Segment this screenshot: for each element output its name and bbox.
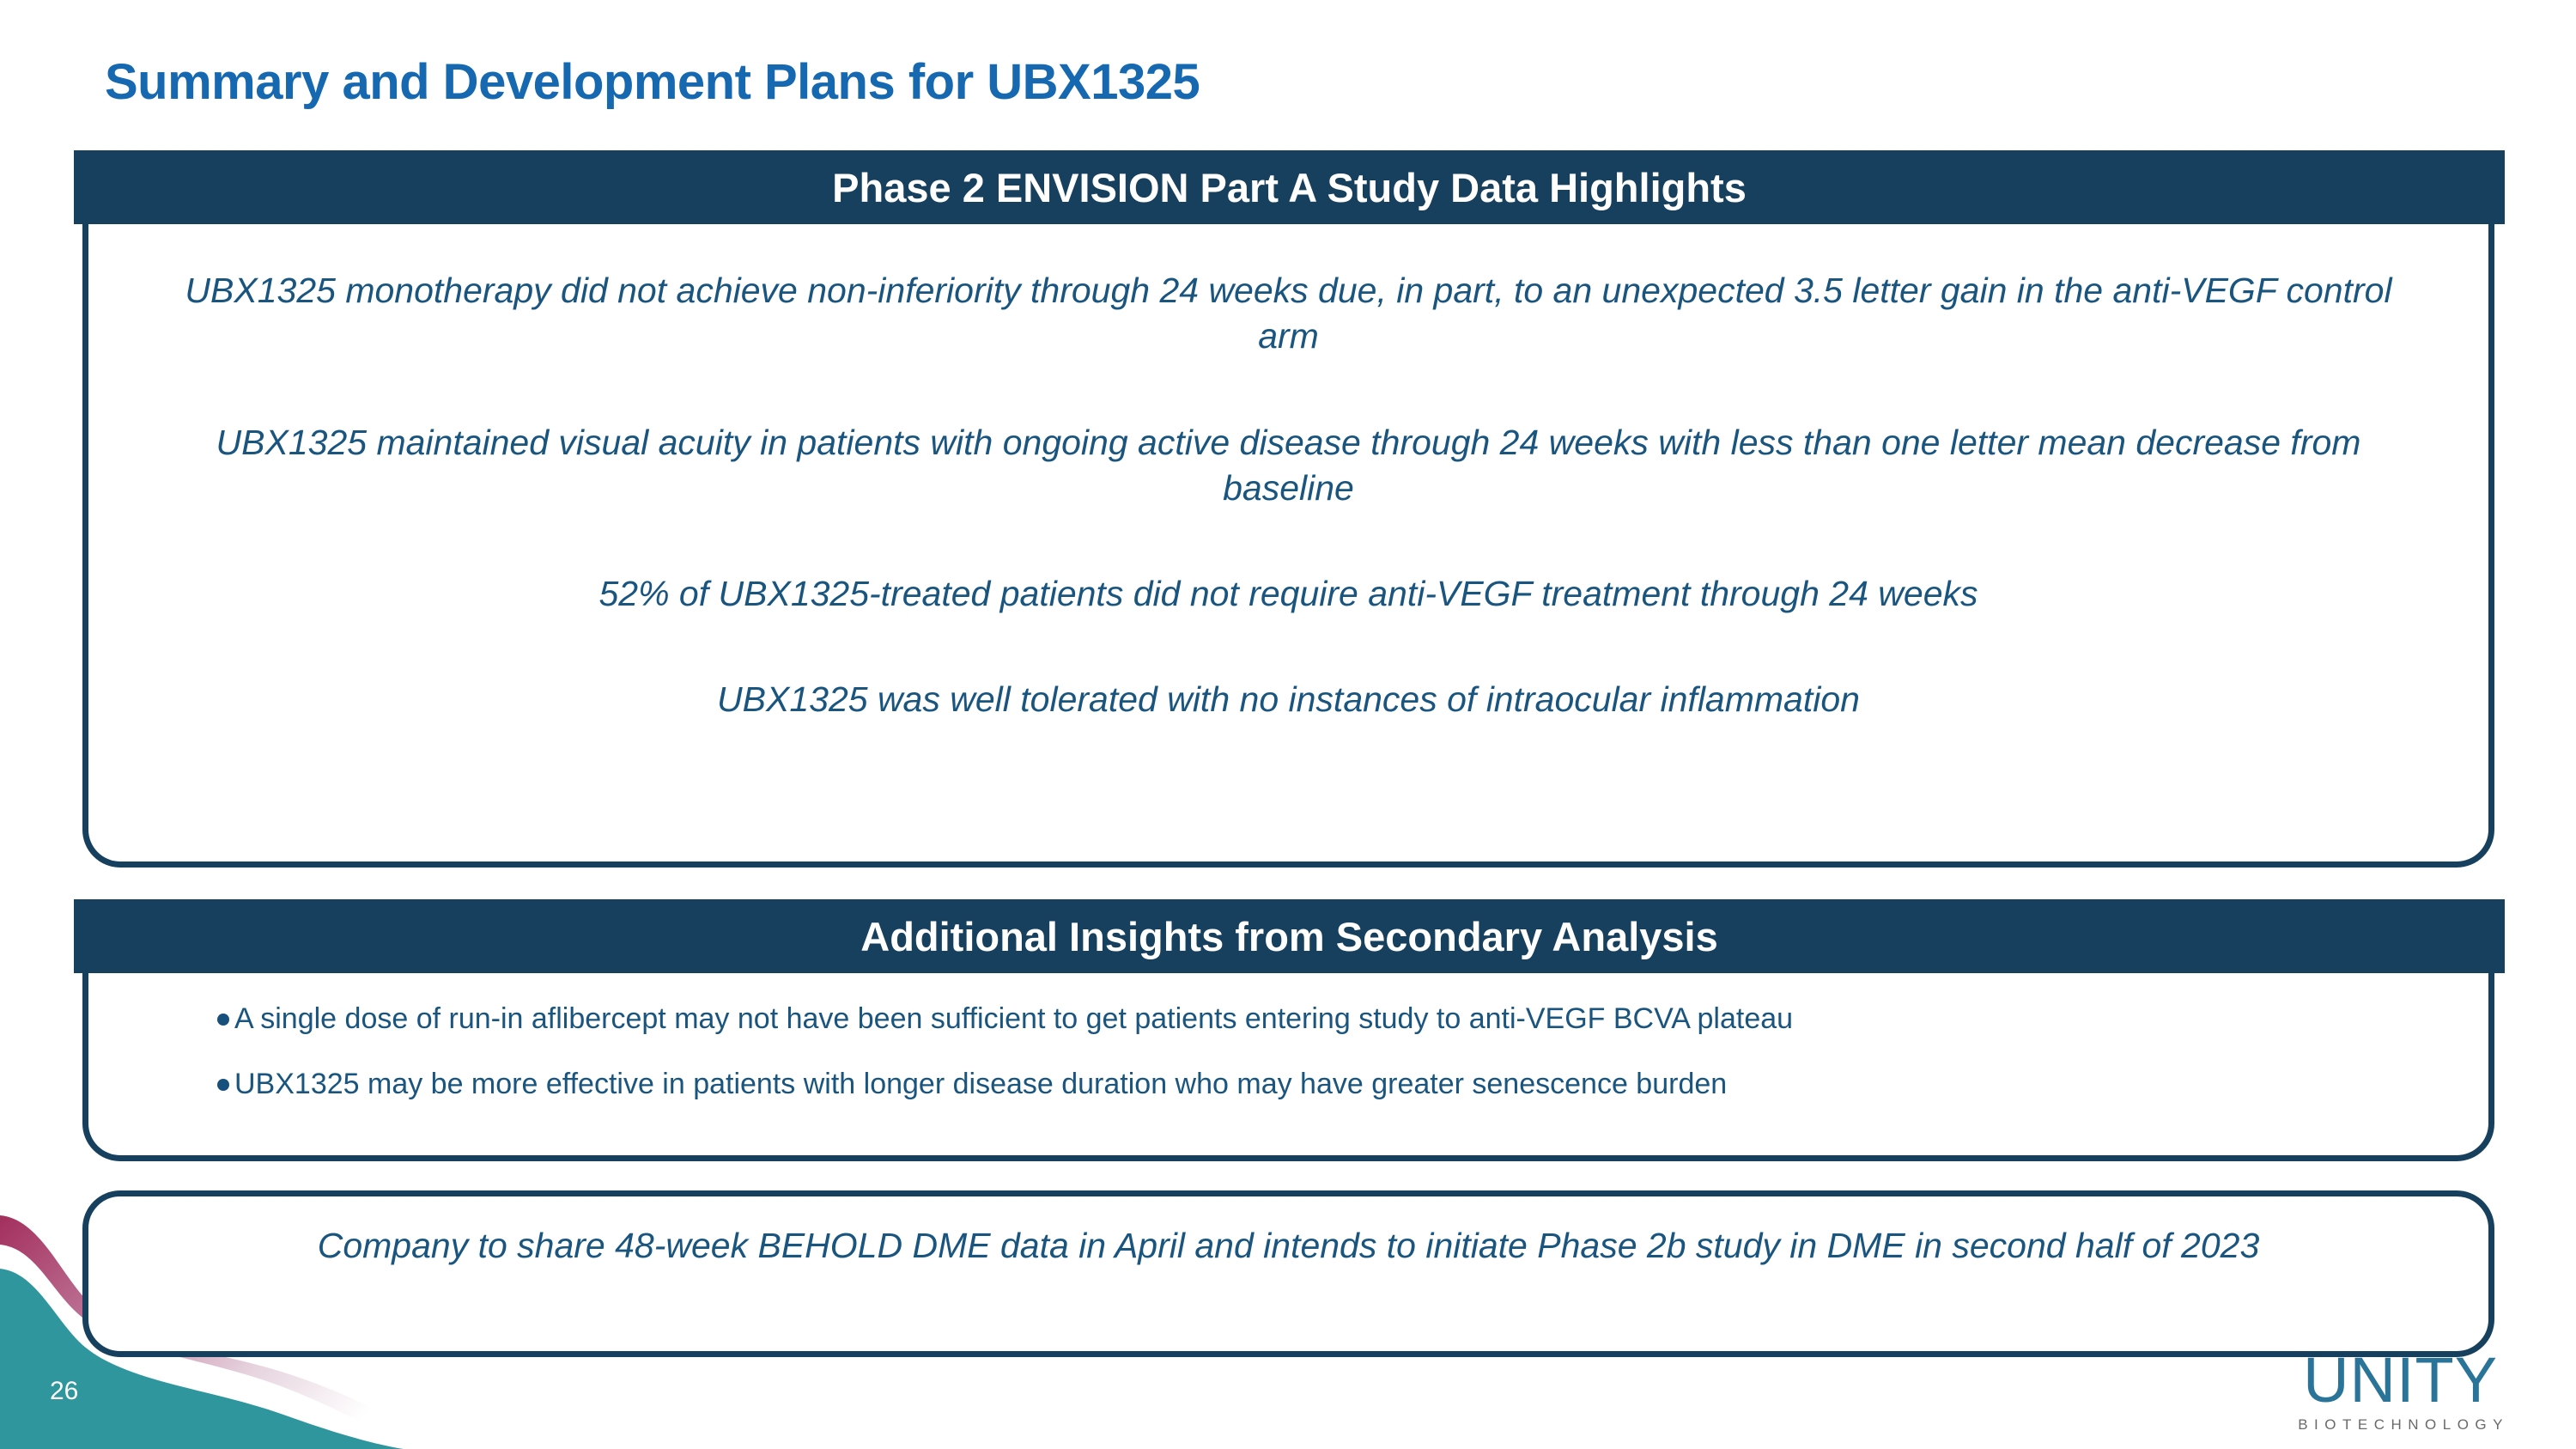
box1-statement: UBX1325 maintained visual acuity in pati…	[216, 422, 2361, 508]
box1-statement-list: UBX1325 monotherapy did not achieve non-…	[123, 268, 2454, 723]
page-title: Summary and Development Plans for UBX132…	[105, 54, 1200, 110]
box1-body: UBX1325 monotherapy did not achieve non-…	[82, 222, 2494, 868]
bullet-icon	[217, 1079, 229, 1092]
list-item: UBX1325 may be more effective in patient…	[140, 1067, 2437, 1101]
box3-body: Company to share 48-week BEHOLD DME data…	[82, 1190, 2494, 1357]
unity-biotechnology-logo: UNITY BIOTECHNOLOGY	[2292, 1344, 2509, 1433]
box1-header: Phase 2 ENVISION Part A Study Data Highl…	[74, 150, 2505, 224]
box1-statement: UBX1325 monotherapy did not achieve non-…	[185, 271, 2392, 356]
list-item: A single dose of run-in aflibercept may …	[140, 1002, 2437, 1036]
box1-statement: 52% of UBX1325-treated patients did not …	[598, 574, 1978, 614]
list-item-label: UBX1325 may be more effective in patient…	[234, 1068, 1728, 1101]
box2-body: A single dose of run-in aflibercept may …	[82, 971, 2494, 1161]
logo-wordmark: UNITY	[2303, 1344, 2499, 1416]
page-number: 26	[50, 1377, 79, 1405]
box1-statement: UBX1325 was well tolerated with no insta…	[717, 679, 1860, 720]
box2-header: Additional Insights from Secondary Analy…	[74, 899, 2505, 973]
box3-statement: Company to share 48-week BEHOLD DME data…	[317, 1226, 2260, 1265]
box2-bullet-list: A single dose of run-in aflibercept may …	[140, 1002, 2437, 1132]
bullet-icon	[217, 1014, 229, 1026]
list-item-label: A single dose of run-in aflibercept may …	[234, 1002, 1794, 1035]
logo-subtitle: BIOTECHNOLOGY	[2298, 1416, 2509, 1433]
